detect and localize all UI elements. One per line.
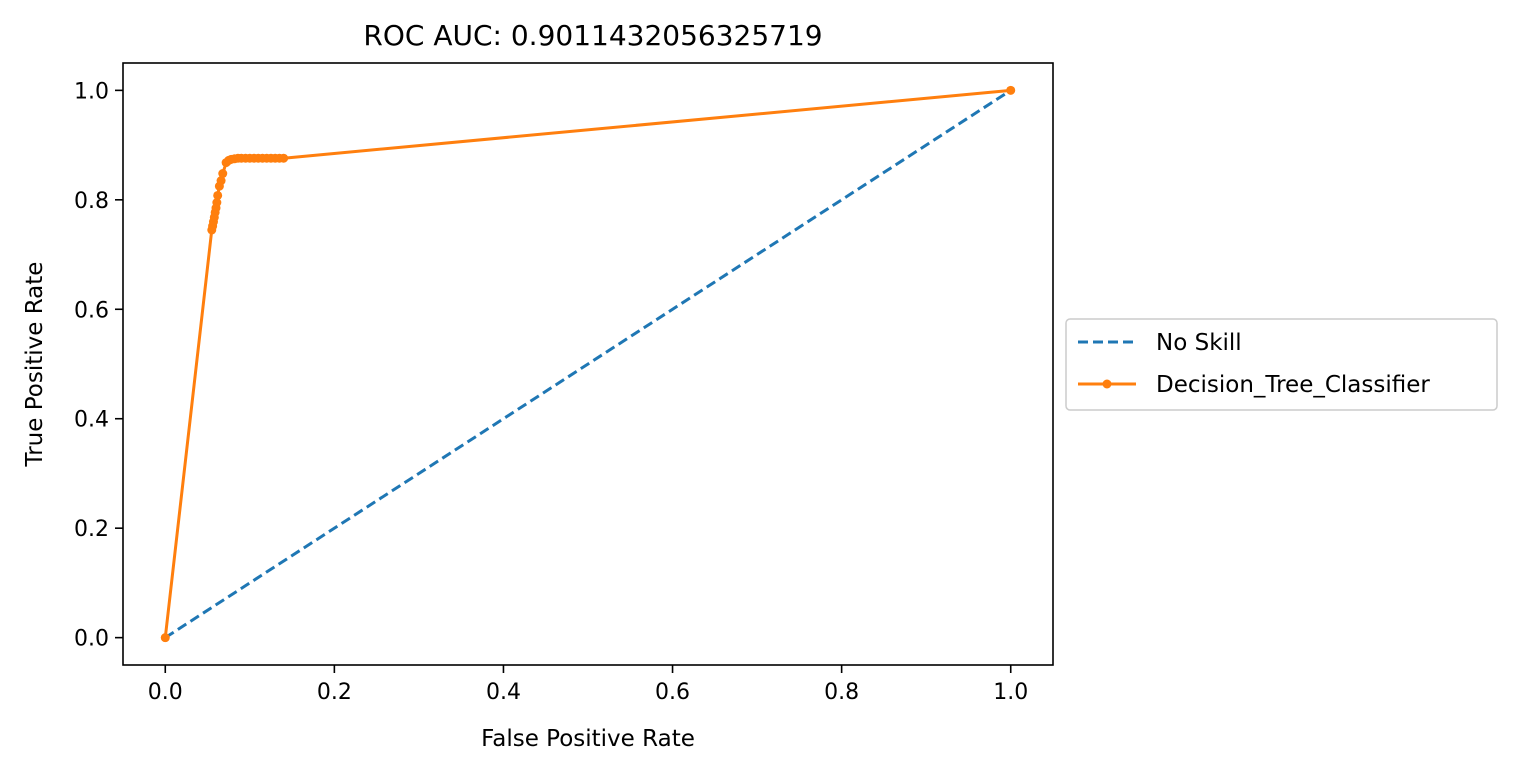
plot-area	[122, 62, 1054, 666]
y-tick-label: 1.0	[74, 79, 109, 104]
x-tick-label: 0.8	[824, 680, 859, 705]
legend-marker-decision-tree	[1102, 379, 1112, 389]
x-tick-label: 0.4	[486, 680, 521, 705]
x-axis-ticks: 0.0 0.2 0.4 0.6 0.8 1.0	[148, 665, 1028, 705]
y-axis-ticks: 0.0 0.2 0.4 0.6 0.8 1.0	[74, 79, 123, 652]
x-tick-label: 0.6	[655, 680, 690, 705]
data-point	[160, 633, 170, 643]
legend-frame	[1065, 318, 1498, 411]
series-layer	[160, 85, 1016, 643]
chart-title: ROC AUC: 0.9011432056325719	[363, 19, 822, 52]
x-tick-label: 1.0	[993, 680, 1028, 705]
legend-label-decision-tree: Decision_Tree_Classifier	[1156, 372, 1430, 398]
y-tick-label: 0.0	[74, 627, 109, 652]
data-point	[216, 176, 226, 186]
data-point	[212, 198, 222, 208]
series-line-no-skill	[164, 89, 1012, 639]
legend: No Skill Decision_Tree_Classifier	[1065, 318, 1498, 411]
y-tick-label: 0.6	[74, 298, 109, 323]
data-point	[213, 190, 223, 200]
y-tick-label: 0.4	[74, 408, 109, 433]
legend-label-no-skill: No Skill	[1156, 330, 1242, 356]
y-axis-title: True Positive Rate	[22, 262, 48, 468]
data-point	[218, 169, 228, 179]
data-point	[279, 153, 289, 163]
x-tick-label: 0.0	[148, 680, 183, 705]
data-point	[1006, 85, 1016, 95]
x-axis-title: False Positive Rate	[481, 726, 695, 752]
x-tick-label: 0.2	[317, 680, 352, 705]
y-tick-label: 0.8	[74, 189, 109, 214]
y-tick-label: 0.2	[74, 517, 109, 542]
